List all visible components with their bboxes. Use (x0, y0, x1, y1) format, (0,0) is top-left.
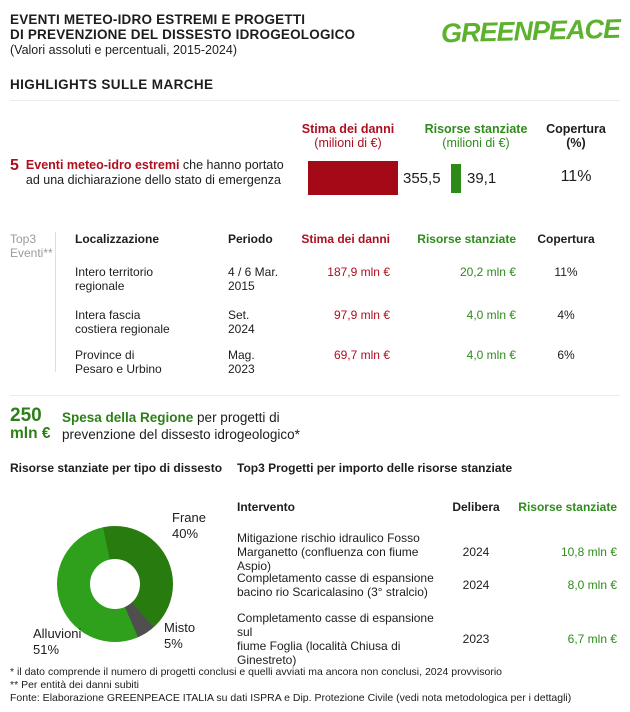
event-risorse: 4,0 mln € (466, 308, 516, 322)
project-intervento: Completamento casse di espansione sul fi… (237, 611, 434, 667)
column-header-coverage-sub: (%) (566, 136, 586, 150)
project-delibera: 2024 (462, 545, 490, 559)
footnote-2: ** Per entità dei danni subiti (10, 679, 139, 691)
coverage-value: 11% (560, 168, 592, 185)
events-count: 5 (10, 157, 19, 174)
events-table-header-row: Localizzazione Periodo Stima dei danni R… (75, 232, 616, 246)
donut-label-misto: Misto 5% (164, 620, 196, 651)
separator-middle (10, 395, 620, 396)
source-note: Fonte: Elaborazione GREENPEACE ITALIA su… (10, 692, 572, 704)
page-title-line2: DI PREVENZIONE DEL DISSESTO IDROGEOLOGIC… (10, 27, 356, 42)
footnote-1: * il dato comprende il numero di progett… (10, 666, 503, 678)
spending-amount: 250 mln € (10, 405, 51, 443)
projects-table-title: Top3 Progetti per importo delle risorse … (237, 461, 513, 475)
damage-bar (308, 161, 398, 195)
footer-notes: * il dato comprende il numero di progett… (10, 666, 622, 705)
event-risorse: 20,2 mln € (459, 265, 516, 279)
event-copertura: 6% (557, 348, 575, 362)
projects-header-risorse: Risorse stanziate (518, 500, 617, 514)
spending-amount-unit: mln € (10, 425, 51, 442)
projects-table-header-row: Intervento Delibera Risorse stanziate (237, 500, 617, 514)
spending-amount-number: 250 (10, 405, 42, 426)
column-header-coverage-title: Copertura (546, 122, 606, 136)
table-row: Completamento casse di espansione sul fi… (237, 611, 617, 667)
column-header-resources-title: Risorse stanziate (424, 122, 528, 136)
donut-section-title: Risorse stanziate per tipo di dissesto (10, 461, 223, 475)
column-header-coverage: Copertura (%) (535, 122, 617, 150)
projects-header-intervento: Intervento (237, 500, 296, 514)
project-risorse: 6,7 mln € (567, 632, 617, 646)
event-localizzazione: Province di Pesaro e Urbino (75, 348, 162, 376)
events-header-stima: Stima dei danni (301, 232, 390, 246)
resources-bar (451, 164, 461, 193)
project-delibera: 2023 (462, 632, 490, 646)
event-periodo: Mag. 2023 (228, 348, 255, 376)
project-risorse: 8,0 mln € (567, 578, 617, 592)
donut-chart-hole (90, 559, 140, 609)
page-subtitle: (Valori assoluti e percentuali, 2015-202… (10, 43, 237, 57)
spending-description: Spesa della Regione per progetti di prev… (62, 409, 314, 443)
event-periodo: Set. 2024 (228, 308, 255, 336)
event-copertura: 11% (554, 265, 578, 279)
column-header-resources: Risorse stanziate (milioni di €) (411, 122, 541, 150)
events-table: Localizzazione Periodo Stima dei danni R… (75, 232, 616, 376)
donut-label-frane: Frane 40% (172, 510, 206, 541)
column-header-damage-title: Stima dei danni (301, 122, 395, 136)
column-header-damage: Stima dei danni (milioni di €) (283, 122, 413, 150)
spending-description-bold: Spesa della Regione (62, 410, 194, 425)
projects-header-delibera: Delibera (452, 500, 500, 514)
project-risorse: 10,8 mln € (560, 545, 617, 559)
event-localizzazione: Intera fascia costiera regionale (75, 308, 170, 336)
event-risorse: 4,0 mln € (466, 348, 516, 362)
events-header-periodo: Periodo (228, 232, 273, 246)
table-row: Completamento casse di espansione bacino… (237, 571, 617, 599)
events-table-side-label: Top3 Eventi** (10, 232, 53, 260)
project-intervento: Mitigazione rischio idraulico Fosso Marg… (237, 531, 420, 573)
section-heading: HIGHLIGHTS SULLE MARCHE (10, 77, 214, 92)
event-periodo: 4 / 6 Mar. 2015 (228, 265, 279, 293)
events-lead-text: 5 Eventi meteo-idro estremi che hanno po… (10, 158, 292, 188)
greenpeace-logo: GREENPEACE (440, 13, 621, 49)
events-description-rest: che hanno portato ad una dichiarazione d… (25, 158, 284, 187)
events-header-copertura: Copertura (537, 232, 595, 246)
spending-description-rest: per progetti di prevenzione del dissesto… (62, 410, 300, 442)
column-header-resources-sub: (milioni di €) (442, 136, 510, 150)
events-table-side-label-1: Top3 (10, 232, 37, 246)
donut-label-alluvioni: Alluvioni 51% (33, 626, 82, 657)
table-row: Intero territorio regionale 4 / 6 Mar. 2… (75, 265, 616, 293)
table-row: Province di Pesaro e Urbino Mag. 2023 69… (75, 348, 616, 376)
events-header-localizzazione: Localizzazione (75, 232, 160, 246)
page-title: EVENTI METEO-IDRO ESTREMI E PROGETTI DI … (10, 12, 355, 42)
event-stima: 69,7 mln € (333, 348, 390, 362)
table-row: Intera fascia costiera regionale Set. 20… (75, 308, 616, 336)
damage-bar-value: 355,5 (403, 170, 441, 187)
event-copertura: 4% (557, 308, 575, 322)
event-stima: 187,9 mln € (327, 265, 390, 279)
separator-top (10, 100, 620, 101)
project-intervento: Completamento casse di espansione bacino… (237, 571, 434, 599)
page-title-line1: EVENTI METEO-IDRO ESTREMI E PROGETTI (10, 12, 306, 27)
column-header-damage-sub: (milioni di €) (314, 136, 382, 150)
events-description-bold: Eventi meteo-idro estremi (25, 158, 180, 172)
events-table-side-label-2: Eventi** (10, 246, 53, 260)
resources-bar-value: 39,1 (467, 170, 497, 187)
events-description: Eventi meteo-idro estremi che hanno port… (26, 158, 292, 188)
project-delibera: 2024 (462, 578, 490, 592)
table-row: Mitigazione rischio idraulico Fosso Marg… (237, 531, 617, 573)
events-table-divider (55, 232, 56, 372)
event-stima: 97,9 mln € (333, 308, 390, 322)
event-localizzazione: Intero territorio regionale (75, 265, 154, 293)
events-header-risorse: Risorse stanziate (417, 232, 516, 246)
